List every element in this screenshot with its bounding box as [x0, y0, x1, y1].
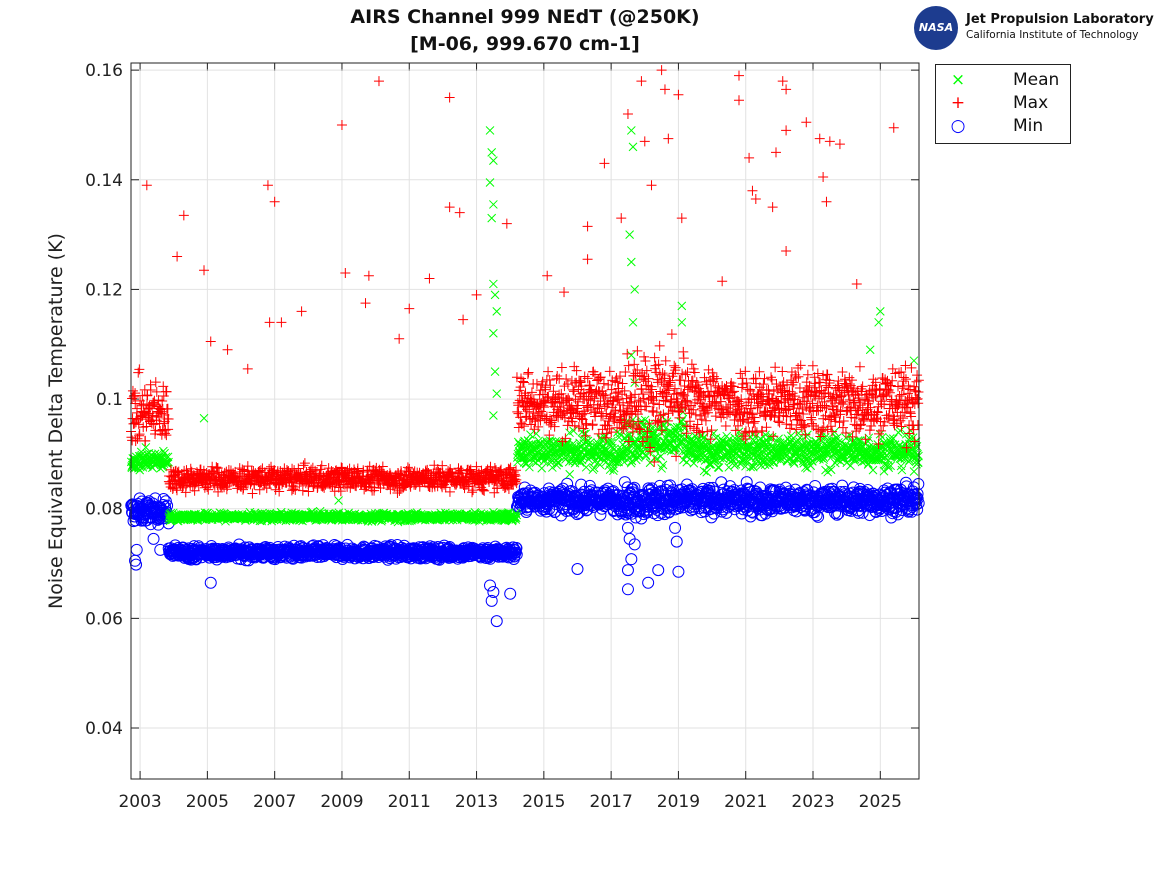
y-tick-label: 0.1 — [96, 390, 123, 410]
nasa-meatball-icon: NASA — [914, 6, 958, 50]
data-point-min — [879, 500, 892, 513]
data-point-min — [670, 535, 683, 548]
jpl-logo: NASA Jet Propulsion Laboratory Californi… — [914, 4, 1154, 50]
data-point-min — [653, 479, 666, 492]
data-point-min — [154, 543, 167, 556]
x-tick-label: 2011 — [388, 792, 431, 812]
data-point-mean — [163, 459, 172, 469]
data-point-min — [575, 478, 588, 491]
x-tick-label: 2025 — [859, 792, 902, 812]
data-point-min — [510, 548, 523, 561]
data-point-min — [621, 564, 634, 577]
data-point-min — [836, 479, 849, 492]
data-point-min — [629, 511, 642, 524]
data-point-min — [779, 481, 792, 494]
data-point-min — [628, 538, 641, 551]
title-line-2: [M-06, 999.670 cm-1] — [410, 33, 640, 55]
x-tick-label: 2009 — [320, 792, 363, 812]
org-name: Jet Propulsion Laboratory — [966, 12, 1154, 27]
data-point-min — [204, 576, 217, 589]
y-tick-label: 0.16 — [85, 61, 123, 81]
data-point-min — [911, 487, 924, 500]
data-point-min — [147, 532, 160, 545]
data-point-min — [518, 481, 531, 494]
data-point-mean — [164, 457, 173, 467]
data-point-min — [510, 542, 523, 555]
title-line-1: AIRS Channel 999 NEdT (@250K) — [350, 6, 700, 28]
data-point-min — [487, 586, 500, 599]
data-point-min — [625, 553, 638, 566]
plot-background — [131, 63, 919, 779]
data-point-min — [157, 498, 170, 511]
data-point-mean — [159, 446, 168, 456]
data-point-min — [652, 564, 665, 577]
data-point-min — [484, 579, 497, 592]
y-tick-label: 0.12 — [85, 280, 123, 300]
chart-title: AIRS Channel 999 NEdT (@250K) [M-06, 999… — [131, 4, 919, 58]
data-point-min — [540, 505, 553, 518]
x-tick-label: 2017 — [590, 792, 633, 812]
data-point-min — [637, 508, 650, 521]
data-point-min — [852, 506, 865, 519]
data-point-min — [621, 583, 634, 596]
data-point-min — [626, 483, 639, 496]
x-tick-label: 2021 — [724, 792, 767, 812]
data-point-min — [812, 510, 825, 523]
data-point-min — [740, 476, 753, 489]
data-point-min — [157, 493, 170, 506]
data-point-min — [672, 565, 685, 578]
data-point-min — [724, 480, 737, 493]
data-point-min — [490, 615, 503, 628]
data-point-min — [585, 484, 598, 497]
data-point-min — [642, 576, 655, 589]
org-subtitle: California Institute of Technology — [966, 29, 1139, 41]
data-point-min — [571, 563, 584, 576]
data-point-min — [744, 510, 757, 523]
data-point-min — [669, 521, 682, 534]
x-tick-label: 2007 — [253, 792, 296, 812]
x-tick-label: 2003 — [118, 792, 161, 812]
x-tick-label: 2023 — [791, 792, 834, 812]
y-tick-label: 0.14 — [85, 171, 123, 191]
data-point-min — [504, 587, 517, 600]
x-tick-label: 2015 — [522, 792, 565, 812]
y-tick-label: 0.06 — [85, 609, 123, 629]
x-tick-label: 2013 — [455, 792, 498, 812]
data-point-min — [909, 496, 922, 509]
y-tick-label: 0.04 — [85, 719, 123, 739]
data-point-min — [831, 508, 844, 521]
data-point-min — [628, 481, 641, 494]
y-tick-label: 0.08 — [85, 500, 123, 520]
data-point-min — [912, 478, 925, 491]
data-point-min — [911, 492, 924, 505]
x-tick-label: 2019 — [657, 792, 700, 812]
x-tick-label: 2005 — [186, 792, 229, 812]
data-point-min — [485, 594, 498, 607]
data-point-min — [509, 546, 522, 559]
y-axis-label: Noise Equivalent Delta Temperature (K) — [45, 233, 67, 609]
